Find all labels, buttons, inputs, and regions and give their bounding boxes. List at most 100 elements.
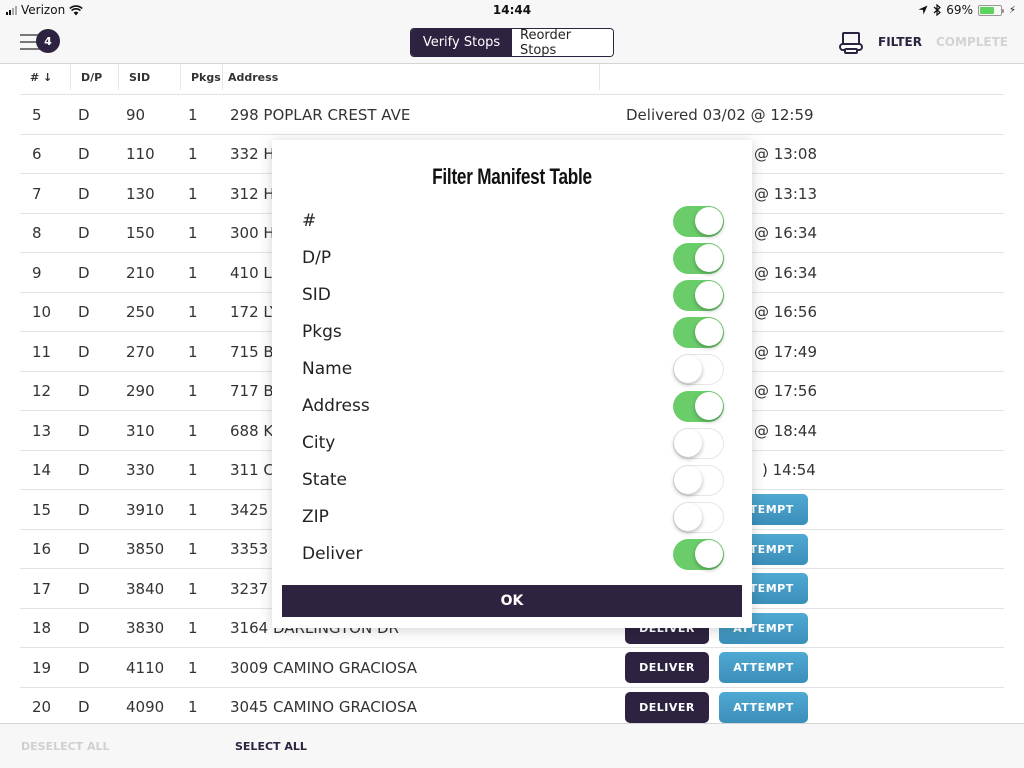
cell-pkgs: 1 xyxy=(188,619,198,637)
cell-sid: 90 xyxy=(126,105,146,124)
cell-sid: 4110 xyxy=(126,658,165,677)
toggle-switch[interactable] xyxy=(673,502,724,533)
menu-button[interactable]: 4 xyxy=(20,29,60,54)
manifest-table-header: # ↓ D/P SID Pkgs Address xyxy=(20,64,1004,95)
cell-pkgs: 1 xyxy=(188,461,198,479)
bottom-toolbar: DESELECT ALL SELECT ALL xyxy=(0,723,1024,768)
cell-status: @ 16:34 xyxy=(754,263,817,282)
cell-dp: D xyxy=(78,342,90,361)
deselect-all-button[interactable]: DESELECT ALL xyxy=(21,740,110,753)
cell-status: Delivered 03/02 @ 12:59 xyxy=(626,105,814,124)
option-label: Deliver xyxy=(302,544,363,564)
cell-address: 332 H xyxy=(230,145,275,163)
cell-pkgs: 1 xyxy=(188,421,198,440)
option-label: City xyxy=(302,433,336,453)
column-header-number[interactable]: # ↓ xyxy=(20,64,71,90)
cell-number: 6 xyxy=(32,145,42,163)
cell-status: @ 16:56 xyxy=(754,303,817,321)
cell-number: 11 xyxy=(32,342,52,361)
signal-icon xyxy=(6,5,17,15)
cell-dp: D xyxy=(78,224,90,242)
printer-icon[interactable] xyxy=(838,31,864,55)
menu-badge: 4 xyxy=(36,29,60,53)
cell-status: ) 14:54 xyxy=(762,461,816,479)
filter-option-name: Name xyxy=(302,351,724,388)
cell-number: 9 xyxy=(32,263,42,282)
cell-sid: 110 xyxy=(126,145,155,163)
cell-status: @ 17:49 xyxy=(754,342,817,361)
cell-status: @ 18:44 xyxy=(754,421,817,440)
attempt-button[interactable]: ATTEMPT xyxy=(719,691,808,723)
cell-address: 3353 I xyxy=(230,540,278,558)
cell-sid: 3840 xyxy=(126,579,165,598)
option-label: State xyxy=(302,470,347,490)
cell-number: 5 xyxy=(32,105,42,124)
tab-verify-stops[interactable]: Verify Stops xyxy=(411,29,512,56)
bluetooth-icon xyxy=(933,4,942,16)
option-label: ZIP xyxy=(302,507,329,527)
cell-sid: 3910 xyxy=(126,500,165,519)
table-row[interactable]: 20 D 4090 1 3045 CAMINO GRACIOSA DELIVER ATTEM… xyxy=(20,688,1004,727)
cell-sid: 290 xyxy=(126,382,155,400)
toggle-switch[interactable] xyxy=(673,465,724,496)
cell-number: 10 xyxy=(32,303,52,321)
toggle-switch[interactable] xyxy=(673,317,724,348)
cell-address: 410 LA xyxy=(230,263,283,282)
toggle-switch[interactable] xyxy=(673,539,724,570)
cell-address: 3425 C xyxy=(230,500,284,519)
cell-sid: 330 xyxy=(126,461,155,479)
filter-option-address: Address xyxy=(302,388,724,425)
cell-number: 14 xyxy=(32,461,52,479)
cell-dp: D xyxy=(78,184,90,203)
cell-pkgs: 1 xyxy=(188,263,198,282)
column-header-pkgs[interactable]: Pkgs xyxy=(181,64,223,90)
cell-address: 312 HI xyxy=(230,184,280,203)
filter-manifest-dialog: Filter Manifest Table # D/P SID Pkgs Nam… xyxy=(272,140,752,628)
cell-dp: D xyxy=(78,421,90,440)
cell-pkgs: 1 xyxy=(188,540,198,558)
deliver-button[interactable]: DELIVER xyxy=(625,652,709,683)
column-header-dp[interactable]: D/P xyxy=(71,64,119,90)
complete-button[interactable]: COMPLETE xyxy=(936,35,1008,49)
table-row[interactable]: 5 D 90 1 298 POPLAR CREST AVE Delivered 03/02… xyxy=(20,95,1004,135)
cell-number: 15 xyxy=(32,500,52,519)
column-header-sid[interactable]: SID xyxy=(119,64,181,90)
toggle-switch[interactable] xyxy=(673,280,724,311)
cell-number: 18 xyxy=(32,619,52,637)
toggle-switch[interactable] xyxy=(673,243,724,274)
attempt-button[interactable]: ATTEMPT xyxy=(719,612,808,644)
toggle-switch[interactable] xyxy=(673,354,724,385)
toggle-switch[interactable] xyxy=(673,206,724,237)
cell-address: 715 BL xyxy=(230,342,283,361)
cell-address: 298 POPLAR CREST AVE xyxy=(230,105,411,124)
toggle-switch[interactable] xyxy=(673,428,724,459)
cell-number: 8 xyxy=(32,224,42,242)
cell-pkgs: 1 xyxy=(188,579,198,598)
clock: 14:44 xyxy=(492,3,532,17)
cell-dp: D xyxy=(78,500,90,519)
option-label: SID xyxy=(302,285,331,305)
ok-button[interactable]: OK xyxy=(282,585,742,617)
cell-dp: D xyxy=(78,303,90,321)
cell-dp: D xyxy=(78,105,90,124)
tab-reorder-stops[interactable]: Reorder Stops xyxy=(512,29,613,56)
attempt-button[interactable]: ATTEMPT xyxy=(719,652,808,683)
cell-pkgs: 1 xyxy=(188,342,198,361)
status-bar: Verizon 14:44 69% ⚡ xyxy=(0,0,1024,20)
cell-dp: D xyxy=(78,579,90,598)
wifi-icon xyxy=(69,4,83,15)
cell-dp: D xyxy=(78,145,90,163)
cell-sid: 130 xyxy=(126,184,155,203)
cell-sid: 3850 xyxy=(126,540,165,558)
deliver-button[interactable]: DELIVER xyxy=(625,691,709,723)
filter-button[interactable]: FILTER xyxy=(878,35,922,49)
option-label: Address xyxy=(302,396,370,416)
cell-sid: 4090 xyxy=(126,698,165,716)
select-all-button[interactable]: SELECT ALL xyxy=(235,740,307,753)
cell-pkgs: 1 xyxy=(188,382,198,400)
toggle-switch[interactable] xyxy=(673,391,724,422)
cell-pkgs: 1 xyxy=(188,105,198,124)
column-header-address[interactable]: Address xyxy=(223,64,600,90)
option-label: D/P xyxy=(302,248,332,268)
table-row[interactable]: 19 D 4110 1 3009 CAMINO GRACIOSA DELIVER ATTEM… xyxy=(20,648,1004,688)
